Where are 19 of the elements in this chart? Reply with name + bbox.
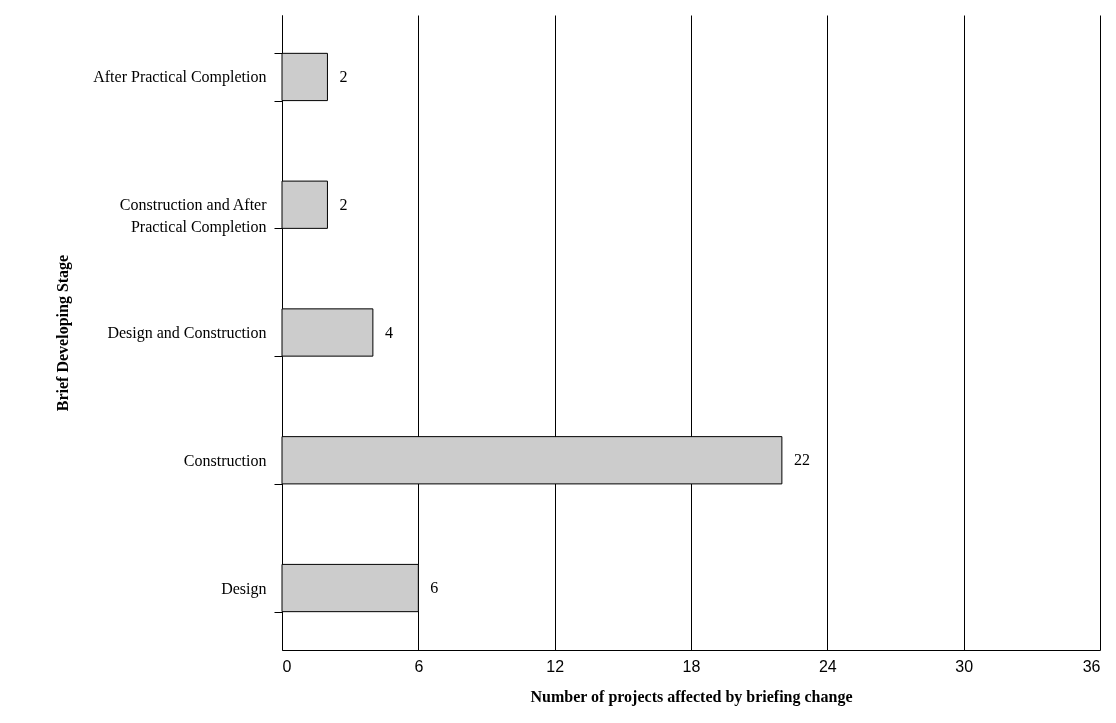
x-tick-label: 36 (1082, 657, 1101, 675)
x-tick-label: 24 (818, 657, 837, 675)
x-tick-label: 0 (282, 657, 292, 675)
x-tick-label: 18 (682, 657, 701, 675)
x-axis-title: Number of projects affected by briefing change (530, 687, 853, 706)
y-tick-label: Design (221, 579, 267, 598)
y-tick-label: Construction and After Practical Completion (119, 196, 268, 237)
data-label: 4 (384, 323, 393, 341)
x-tick-label: 6 (414, 657, 424, 675)
y-tick-label: After Practical Completion (93, 68, 267, 87)
data-label: 2 (339, 67, 348, 85)
y-tick-label: Design and Construction (107, 324, 267, 342)
y-tick-label: Construction (183, 451, 267, 469)
x-tick-label: 12 (546, 657, 565, 675)
data-label: 6 (430, 579, 439, 597)
y-axis-title: Brief Developing Stage (54, 254, 73, 412)
x-tick-label: 30 (955, 657, 974, 675)
data-label: 22 (793, 451, 810, 469)
data-label: 2 (339, 195, 348, 213)
